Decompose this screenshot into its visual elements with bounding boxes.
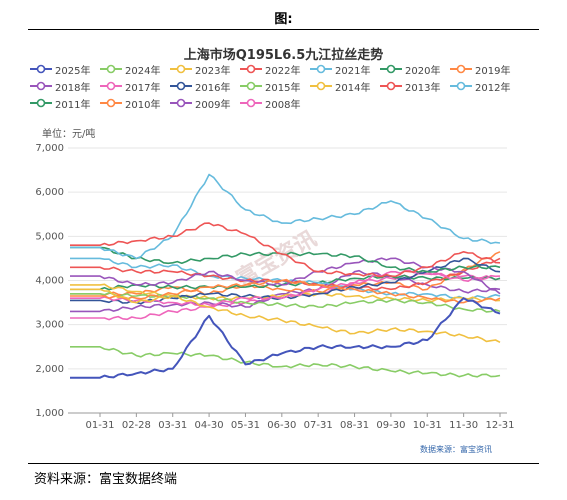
legend-item[interactable]: 2023年 [170, 62, 231, 77]
legend-label: 2012年 [475, 82, 511, 94]
series-line-2009年 [70, 269, 501, 313]
legend-swatch-icon [310, 81, 332, 91]
legend-swatch-icon [380, 81, 402, 91]
legend-swatch-icon [170, 81, 192, 91]
legend-item[interactable]: 2016年 [170, 79, 231, 94]
legend-label: 2013年 [405, 82, 441, 94]
legend-item[interactable]: 2021年 [310, 62, 371, 77]
legend-swatch-icon [170, 64, 192, 74]
series-line-2019年 [70, 278, 501, 304]
legend-item[interactable]: 2010年 [100, 96, 161, 111]
legend-swatch-icon [450, 81, 472, 91]
legend-label: 2020年 [405, 65, 441, 77]
legend-label: 2014年 [335, 82, 371, 94]
legend-swatch-icon [100, 64, 122, 74]
legend-label: 2010年 [125, 99, 161, 111]
legend-swatch-icon [240, 81, 262, 91]
legend-label: 2015年 [265, 82, 301, 94]
axis-layer: 7,000 6,000 5,000 4,000 3,000 2,000 1,000 01-31… [35, 143, 514, 431]
legend-label: 2008年 [265, 99, 301, 111]
legend-item[interactable]: 2012年 [450, 79, 511, 94]
legend-item[interactable]: 2018年 [30, 79, 91, 94]
legend-item[interactable]: 2015年 [240, 79, 301, 94]
y-tick-label: 1,000 [35, 408, 64, 419]
legend-label: 2023年 [195, 65, 231, 77]
legend-label: 2009年 [195, 99, 231, 111]
x-tick-label: 09-30 [376, 420, 405, 431]
y-tick-label: 4,000 [35, 276, 64, 287]
legend-item[interactable]: 2020年 [380, 62, 441, 77]
x-tick-label: 06-30 [267, 420, 296, 431]
series-line-2011年 [70, 274, 501, 291]
legend-label: 2024年 [125, 65, 161, 77]
series-line-2024年 [70, 345, 501, 378]
legend-label: 2016年 [195, 82, 231, 94]
unit-label: 单位：元/吨 [42, 129, 96, 140]
legend-item[interactable]: 2011年 [30, 96, 91, 111]
y-tick-label: 2,000 [35, 364, 64, 375]
legend-item[interactable]: 2024年 [100, 62, 161, 77]
y-tick-label: 3,000 [35, 320, 64, 331]
series-line-2022年 [70, 222, 501, 278]
series-line-2020年 [70, 246, 501, 273]
data-source-note: 数据来源：富宝资讯 [420, 445, 492, 454]
y-tick-label: 6,000 [35, 187, 64, 198]
legend-swatch-icon [100, 98, 122, 108]
series-line-2021年 [70, 173, 501, 260]
legend-swatch-icon [450, 64, 472, 74]
legend-item[interactable]: 2009年 [170, 96, 231, 111]
series-line-2025年 [70, 297, 501, 379]
legend-swatch-icon [240, 98, 262, 108]
legend-item[interactable]: 2008年 [240, 96, 301, 111]
legend-swatch-icon [310, 64, 332, 74]
legend-item[interactable]: 2022年 [240, 62, 301, 77]
legend-item[interactable]: 2017年 [100, 79, 161, 94]
legend-label: 2017年 [125, 82, 161, 94]
legend-item[interactable]: 2025年 [30, 62, 91, 77]
x-tick-label: 04-30 [195, 420, 224, 431]
x-tick-label: 05-31 [231, 420, 260, 431]
x-tick-label: 01-31 [85, 420, 114, 431]
top-rule [28, 29, 539, 30]
legend-label: 2011年 [55, 99, 91, 111]
legend-item[interactable]: 2013年 [380, 79, 441, 94]
x-tick-label: 03-31 [158, 420, 187, 431]
bottom-rule [28, 463, 539, 464]
series-layer [70, 173, 501, 379]
legend-label: 2022年 [265, 65, 301, 77]
series-line-2017年 [70, 269, 501, 307]
figure-label: 图: [274, 12, 293, 27]
legend-label: 2021年 [335, 65, 371, 77]
legend-swatch-icon [170, 98, 192, 108]
legend-label: 2025年 [55, 65, 91, 77]
legend-swatch-icon [380, 64, 402, 74]
legend-swatch-icon [30, 81, 52, 91]
legend-label: 2018年 [55, 82, 91, 94]
source-note: 资料来源：富宝数据终端 [34, 472, 178, 487]
legend-item[interactable]: 2019年 [450, 62, 511, 77]
x-tick-label: 02-28 [122, 420, 151, 431]
series-line-2013年 [70, 257, 501, 291]
x-tick-label: 10-31 [413, 420, 442, 431]
legend-swatch-icon [30, 98, 52, 108]
legend-swatch-icon [30, 64, 52, 74]
legend-item[interactable]: 2014年 [310, 79, 371, 94]
y-tick-label: 7,000 [35, 143, 64, 154]
x-tick-label: 12-31 [485, 420, 514, 431]
y-tick-label: 5,000 [35, 231, 64, 242]
x-tick-label: 07-31 [304, 420, 333, 431]
chart-title: 上海市场Q195L6.5九江拉丝走势 [183, 48, 384, 63]
legend-swatch-icon [240, 64, 262, 74]
series-line-2023年 [70, 288, 501, 344]
legend-label: 2019年 [475, 65, 511, 77]
x-tick-label: 11-30 [449, 420, 478, 431]
legend-swatch-icon [100, 81, 122, 91]
x-tick-label: 08-31 [340, 420, 369, 431]
